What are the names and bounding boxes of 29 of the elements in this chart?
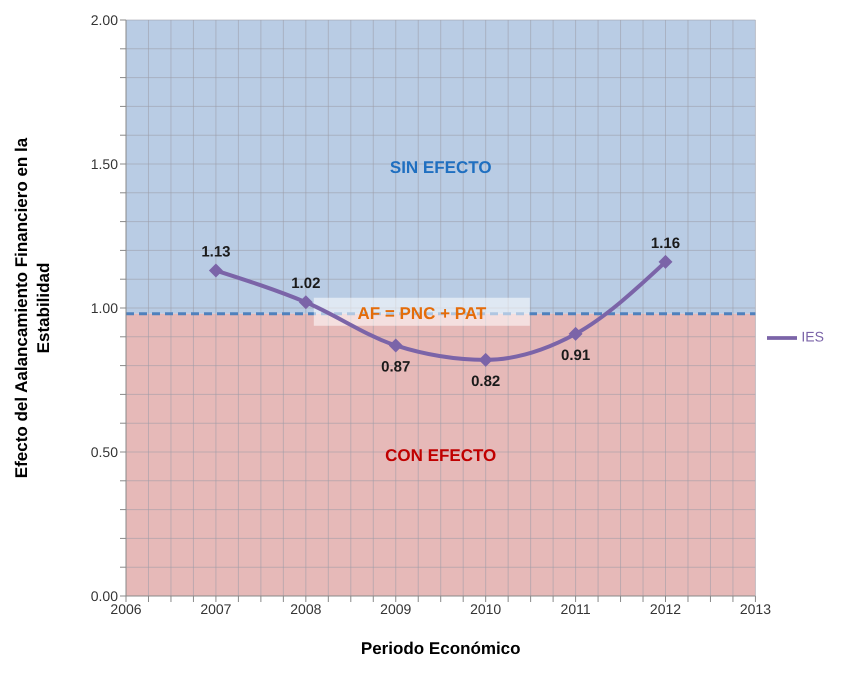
data-label: 0.82	[471, 372, 500, 390]
data-label: 0.91	[560, 346, 590, 364]
point	[298, 295, 313, 310]
x-tick-label: 2007	[200, 600, 232, 617]
x-tick-label: 2013	[740, 600, 772, 617]
legend-label: IES	[801, 328, 824, 345]
point	[478, 352, 493, 367]
data-label: 1.16	[650, 234, 680, 252]
ref-line-label: AF = PNC + PAT	[357, 304, 487, 323]
y-tick-label: 1.50	[90, 156, 118, 172]
point	[208, 264, 223, 278]
point	[658, 254, 673, 269]
y-tick-label: 1.00	[90, 300, 118, 316]
point	[388, 338, 403, 352]
y-tick-label: 2.00	[90, 12, 118, 28]
y-axis-title: Efecto del Aalancamiento Financiero en la Estabilidad	[12, 137, 53, 478]
data-label: 1.13	[201, 244, 231, 261]
y-tick-label: 0.50	[90, 444, 118, 460]
x-axis-title: Periodo Económico	[360, 639, 521, 658]
x-tick-label: 2012	[650, 600, 682, 617]
point	[568, 326, 583, 341]
x-tick-label: 2010	[470, 600, 502, 617]
x-tick-label: 2008	[290, 600, 322, 617]
data-label: 1.02	[291, 275, 320, 292]
band-label: SIN EFECTO	[390, 158, 492, 177]
x-tick-label: 2009	[380, 600, 412, 617]
data-label: 0.87	[381, 358, 410, 376]
band-label: CON EFECTO	[385, 446, 496, 465]
x-tick-label: 2011	[560, 600, 591, 617]
